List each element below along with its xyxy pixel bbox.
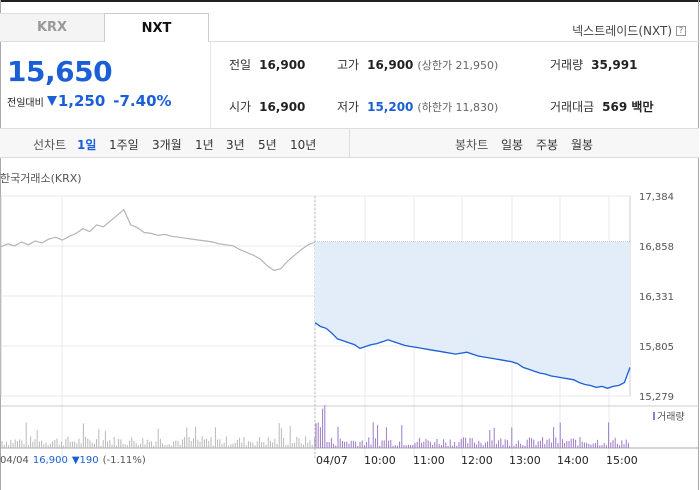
stat-value: 35,991 bbox=[591, 58, 638, 72]
period-1y[interactable]: 1년 bbox=[195, 138, 214, 152]
stat-label: 전일 bbox=[229, 58, 252, 72]
series-line-prev-day bbox=[0, 208, 316, 272]
stat-prev-close: 전일 16,900 bbox=[229, 56, 305, 73]
footer-change-pct: (-1.11%) bbox=[102, 455, 146, 466]
candle-weekly[interactable]: 주봉 bbox=[536, 138, 559, 152]
stat-open: 시가 16,900 bbox=[229, 98, 305, 115]
change-label: 전일대비 bbox=[7, 97, 44, 109]
period-1d[interactable]: 1일 bbox=[77, 138, 97, 152]
period-3m[interactable]: 3개월 bbox=[152, 138, 182, 152]
footer-close: 16,900 bbox=[32, 455, 68, 466]
stat-amount: 거래대금 569 백만 bbox=[550, 98, 653, 115]
tab-underline bbox=[209, 41, 699, 42]
period-bar: 선차트 1일 1주일 3개월 1년 3년 5년 10년 봉차트 일봉 주봉 월봉 bbox=[0, 128, 699, 158]
stat-label: 거래대금 bbox=[550, 100, 595, 114]
stat-label: 거래량 bbox=[550, 58, 584, 72]
tab-nxt[interactable]: NXT bbox=[104, 13, 209, 42]
frame-border-right bbox=[698, 0, 699, 490]
line-chart-label: 선차트 bbox=[33, 138, 67, 152]
change-amount: 1,250 bbox=[57, 92, 106, 110]
down-triangle-icon bbox=[46, 96, 57, 106]
tab-krx[interactable]: KRX bbox=[0, 13, 105, 42]
y-tick-label: 15,805 bbox=[639, 342, 674, 353]
series-line-today bbox=[314, 322, 631, 389]
stat-low: 저가 15,200 (하한가 11,830) bbox=[337, 98, 498, 115]
fall-area bbox=[315, 241, 630, 389]
stat-volume: 거래량 35,991 bbox=[550, 56, 637, 73]
stat-value: 16,900 bbox=[259, 100, 306, 114]
x-tick-label: 04/07 bbox=[316, 454, 348, 467]
footer-prev-day: 04/04 16,900 ▼190 (-1.11%) bbox=[0, 455, 146, 466]
nxt-link[interactable]: 넥스트레이드(NXT) ? bbox=[572, 22, 686, 39]
stat-label: 시가 bbox=[229, 100, 252, 114]
stat-value: 569 백만 bbox=[602, 100, 654, 114]
divider bbox=[210, 42, 211, 128]
period-bar-divider bbox=[349, 129, 350, 157]
current-price: 15,650 bbox=[7, 55, 113, 88]
x-tick-label: 12:00 bbox=[461, 454, 493, 467]
y-tick-label: 17,384 bbox=[639, 192, 674, 203]
candle-daily[interactable]: 일봉 bbox=[501, 138, 524, 152]
x-tick-label: 15:00 bbox=[606, 454, 638, 467]
help-icon[interactable]: ? bbox=[676, 25, 686, 36]
volume-legend-swatch bbox=[653, 412, 655, 420]
x-tick-label: 11:00 bbox=[413, 454, 445, 467]
exchange-label: 한국거래소(KRX) bbox=[0, 172, 82, 185]
x-tick-label: 14:00 bbox=[557, 454, 589, 467]
change-percent: -7.40% bbox=[113, 92, 172, 110]
x-tick-label: 10:00 bbox=[364, 454, 396, 467]
price-change-row: 전일대비 1,250 -7.40% bbox=[7, 92, 172, 110]
y-tick-label: 16,858 bbox=[639, 242, 674, 253]
stat-sub: (하한가 11,830) bbox=[417, 101, 499, 114]
stat-label: 고가 bbox=[337, 58, 360, 72]
stat-label: 저가 bbox=[337, 100, 360, 114]
candle-chart-label: 봉차트 bbox=[455, 138, 489, 152]
period-3y[interactable]: 3년 bbox=[226, 138, 245, 152]
period-10y[interactable]: 10년 bbox=[290, 138, 317, 152]
stat-value: 15,200 bbox=[367, 100, 414, 114]
stat-high: 고가 16,900 (상한가 21,950) bbox=[337, 56, 498, 73]
price-chart[interactable]: 17,384 16,858 16,331 15,805 15,279 거래량 04/07 10… bbox=[0, 180, 700, 475]
y-tick-label: 15,279 bbox=[639, 392, 674, 403]
period-5y[interactable]: 5년 bbox=[258, 138, 277, 152]
x-tick-label: 13:00 bbox=[509, 454, 541, 467]
nxt-link-label[interactable]: 넥스트레이드(NXT) bbox=[572, 24, 672, 38]
stat-sub: (상한가 21,950) bbox=[417, 59, 499, 72]
period-1w[interactable]: 1주일 bbox=[109, 138, 139, 152]
candle-monthly[interactable]: 월봉 bbox=[571, 138, 594, 152]
volume-legend-label: 거래량 bbox=[657, 411, 685, 423]
footer-change: ▼190 bbox=[71, 455, 99, 466]
y-tick-label: 16,331 bbox=[639, 292, 674, 303]
footer-date: 04/04 bbox=[0, 455, 29, 466]
stat-value: 16,900 bbox=[367, 58, 414, 72]
stat-value: 16,900 bbox=[259, 58, 306, 72]
